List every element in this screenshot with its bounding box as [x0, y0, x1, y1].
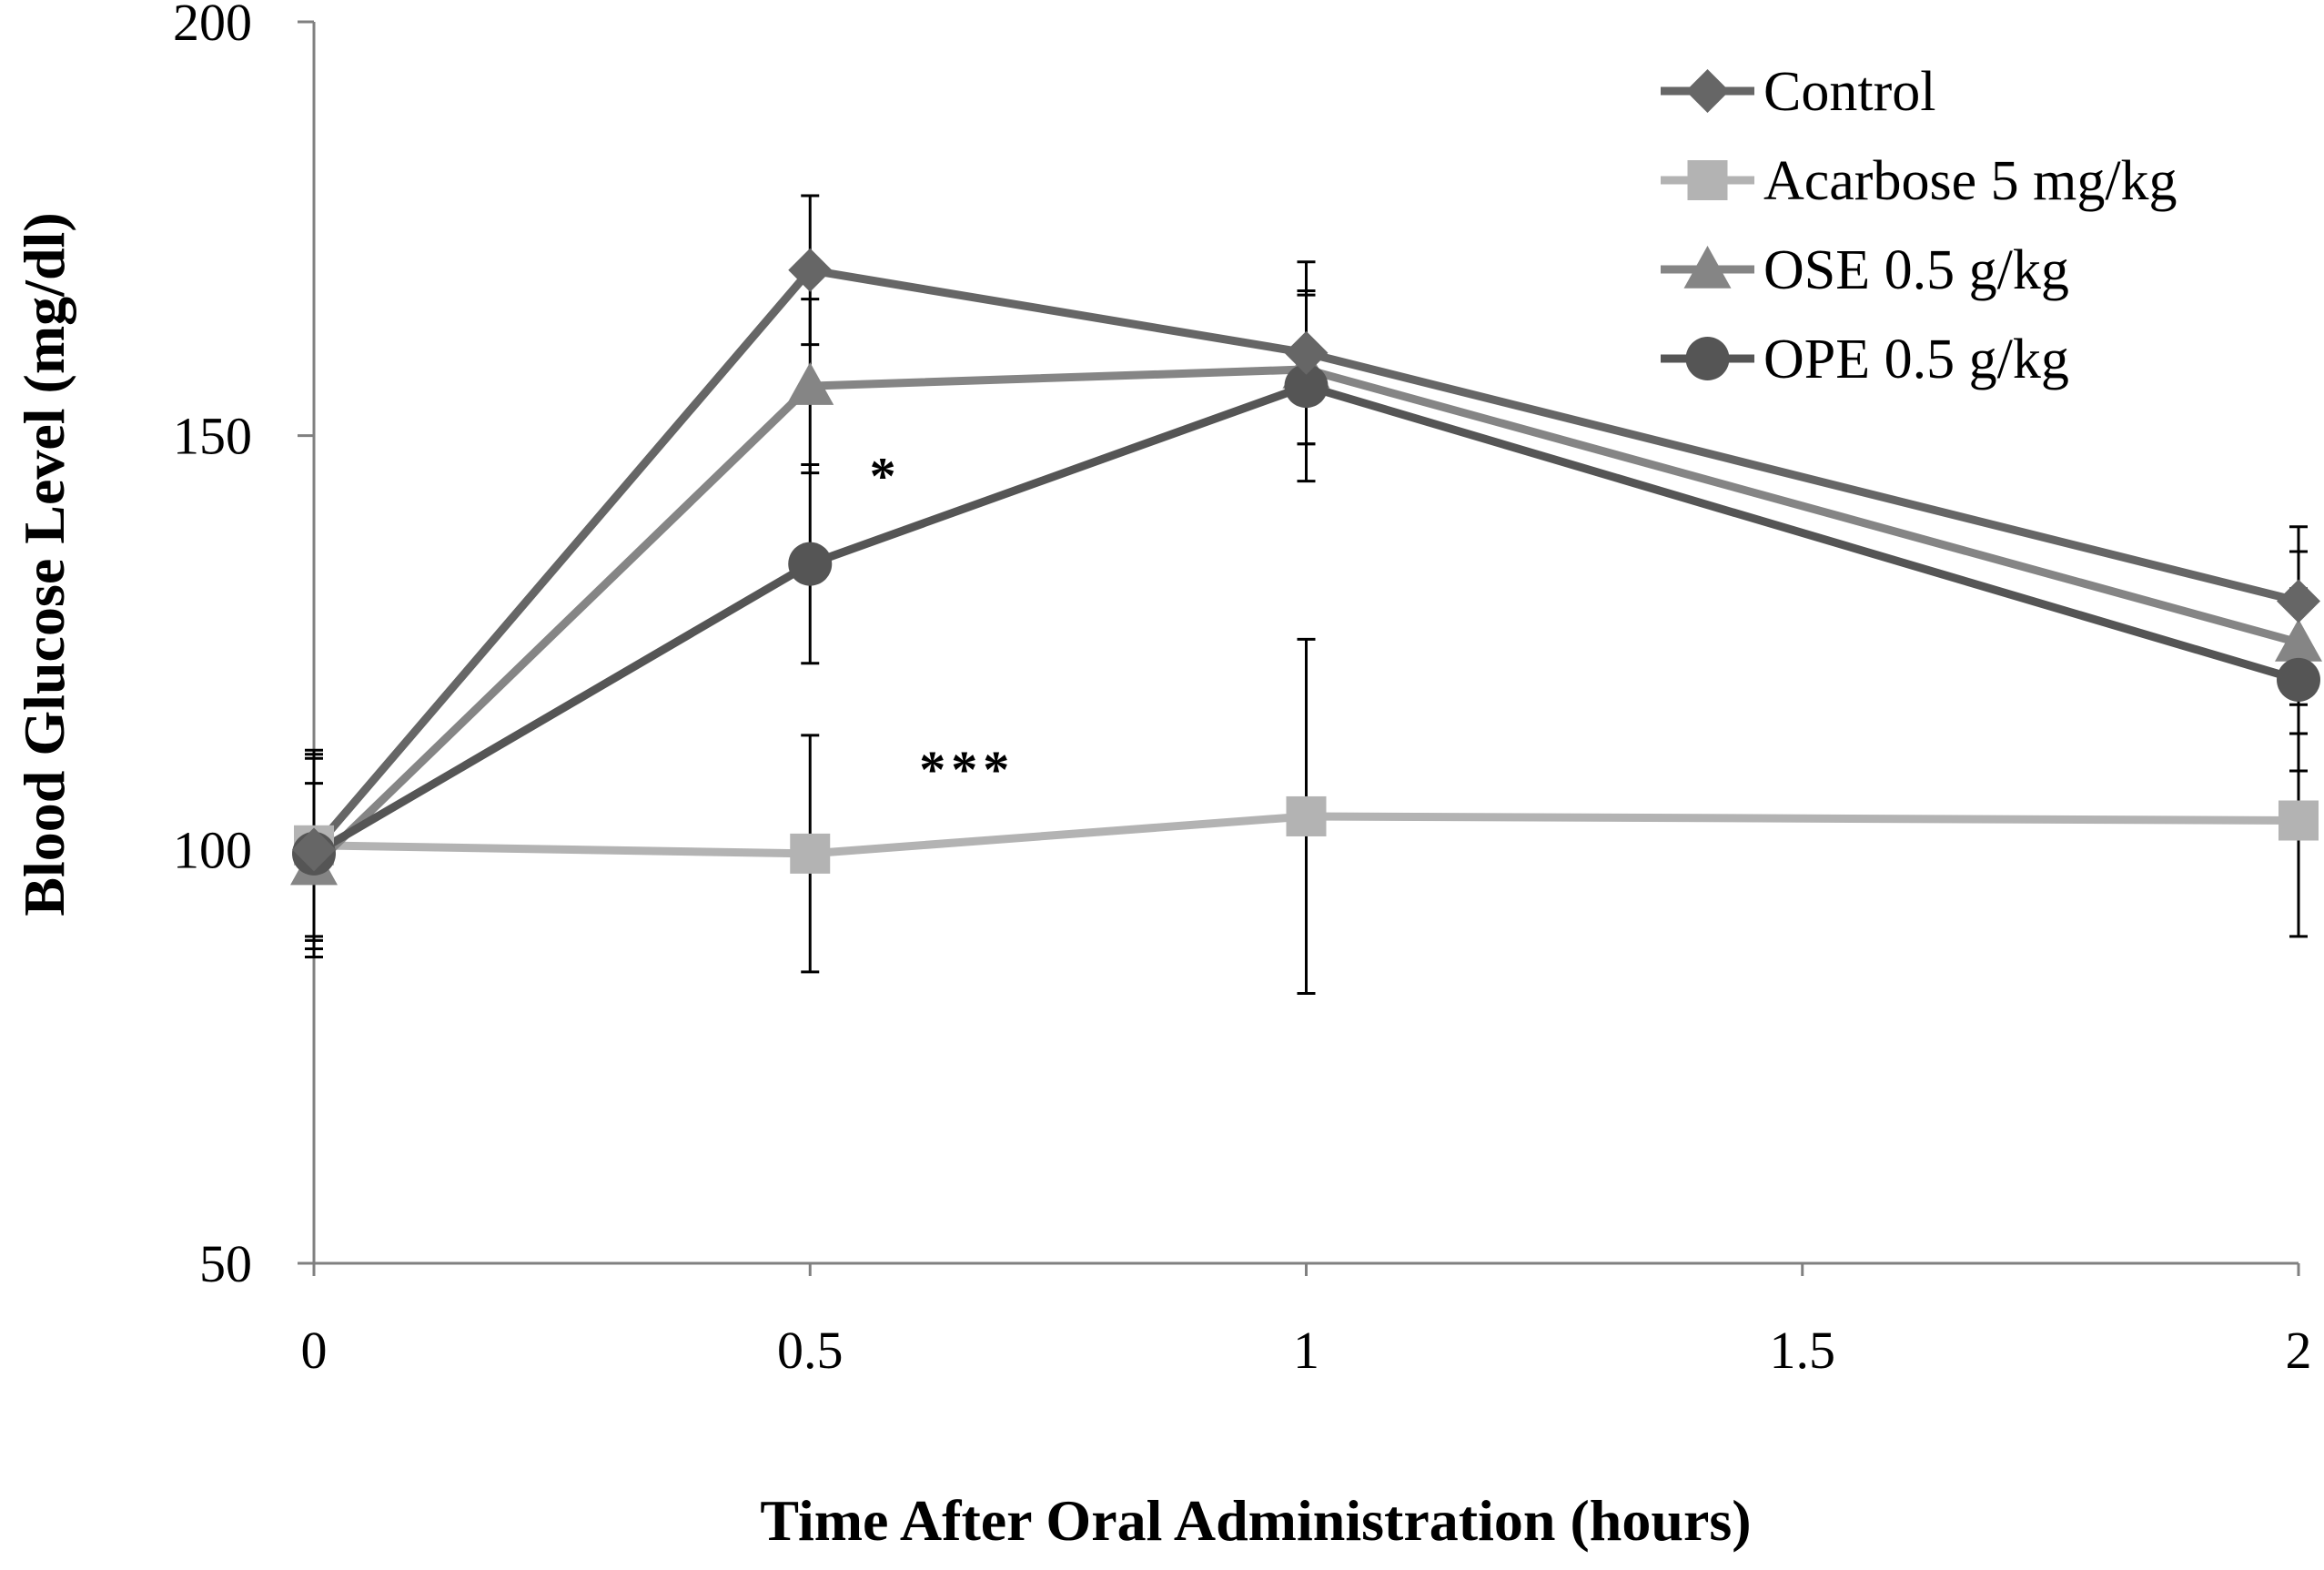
legend: Control Acarbose 5 mg/kg OSE 0.5 g/kg OPE 0… — [1661, 61, 2177, 390]
series-layer — [290, 194, 2322, 996]
x-tick-label: 2 — [2286, 1321, 2312, 1380]
x-tick-label: 1 — [1293, 1321, 1319, 1380]
data-point-acarbose-5-mg-kg — [2279, 800, 2319, 841]
data-point-control — [788, 248, 833, 292]
data-point-control — [2277, 579, 2320, 623]
series-line-acarbose-5-mg-kg — [313, 812, 2299, 858]
series-line-ose-0-5-g-kg — [310, 365, 2300, 869]
x-axis-title: Time After Oral Administration (hours) — [760, 1488, 1751, 1553]
series-lines — [310, 266, 2300, 869]
legend-label-ose-0-5-g-kg: OSE 0.5 g/kg — [1763, 239, 2069, 301]
x-tick-label: 0 — [301, 1321, 328, 1380]
axes: 50 100 150 200 0 0.5 1 1.5 2 — [173, 0, 2312, 1380]
data-point-control — [292, 827, 336, 872]
y-tick-label: 50 — [199, 1234, 252, 1293]
annotations: **** — [870, 446, 1015, 799]
significance-annotation: * — [870, 446, 902, 505]
data-point-acarbose-5-mg-kg — [790, 833, 831, 874]
y-tick-label: 200 — [173, 0, 252, 52]
series-markers — [290, 248, 2322, 886]
legend-label-control: Control — [1763, 61, 1935, 123]
data-point-ope-0-5-g-kg — [1284, 364, 1329, 409]
legend-marker-ose-0-5-g-kg — [1683, 246, 1732, 289]
data-point-ose-0-5-g-kg — [786, 362, 834, 405]
legend-label-acarbose-5-mg-kg: Acarbose 5 mg/kg — [1763, 150, 2177, 212]
series-line-ope-0-5-g-kg — [311, 381, 2300, 857]
series-line-control — [310, 266, 2300, 853]
data-point-control — [1284, 330, 1329, 375]
x-tick-label: 1.5 — [1770, 1321, 1836, 1380]
x-tick-label: 0.5 — [777, 1321, 844, 1380]
data-point-acarbose-5-mg-kg — [1286, 795, 1327, 836]
legend-marker-control — [1685, 69, 1730, 113]
y-axis-title: Blood Glucose Level (mg/dl) — [12, 212, 76, 916]
y-tick-label: 100 — [173, 820, 252, 879]
legend-marker-acarbose-5-mg-kg — [1687, 160, 1728, 200]
significance-annotation: *** — [919, 740, 1015, 799]
data-point-ope-0-5-g-kg — [2277, 657, 2320, 702]
data-point-ope-0-5-g-kg — [788, 542, 833, 586]
legend-label-ope-0-5-g-kg: OPE 0.5 g/kg — [1763, 329, 2069, 390]
y-tick-label: 150 — [173, 407, 252, 466]
data-point-ose-0-5-g-kg — [2275, 619, 2322, 662]
legend-marker-ope-0-5-g-kg — [1685, 337, 1730, 380]
